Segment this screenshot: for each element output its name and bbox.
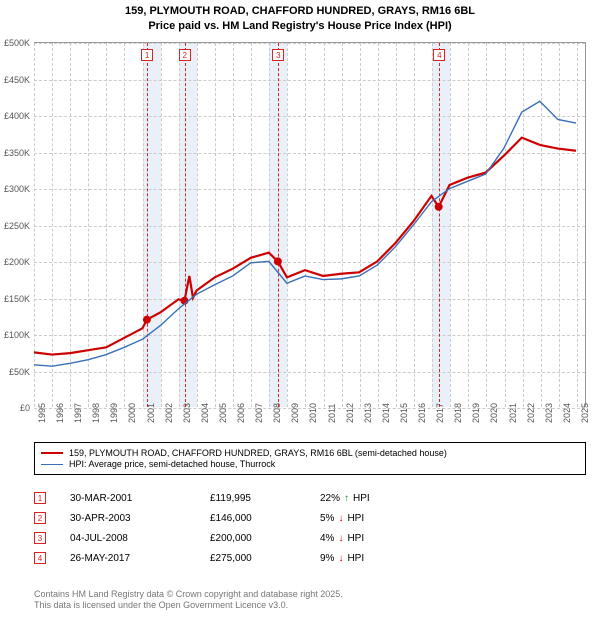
- events-table: 130-MAR-2001£119,99522%↑HPI230-APR-2003£…: [34, 488, 586, 568]
- legend-row-hpi: HPI: Average price, semi-detached house,…: [41, 459, 579, 469]
- arrow-up-icon: ↑: [344, 493, 349, 504]
- y-axis-label: £250K: [0, 221, 30, 231]
- table-row: 2 30-APR-2003£146,0005%↓HPI: [34, 508, 586, 528]
- footer-line2: This data is licensed under the Open Gov…: [34, 600, 343, 612]
- event-diff: 9%↓HPI: [320, 553, 450, 564]
- event-date: 30-MAR-2001: [70, 493, 210, 504]
- table-row: 1 30-MAR-2001£119,99522%↑HPI: [34, 488, 586, 508]
- y-axis-label: £300K: [0, 184, 30, 194]
- event-date: 30-APR-2003: [70, 513, 210, 524]
- title-address: 159, PLYMOUTH ROAD, CHAFFORD HUNDRED, GR…: [0, 4, 600, 19]
- legend-label-price: 159, PLYMOUTH ROAD, CHAFFORD HUNDRED, GR…: [69, 448, 447, 458]
- event-price: £146,000: [210, 513, 320, 524]
- y-axis-label: £450K: [0, 75, 30, 85]
- chart-title-block: 159, PLYMOUTH ROAD, CHAFFORD HUNDRED, GR…: [0, 0, 600, 34]
- y-axis-label: £0: [0, 403, 30, 413]
- table-row: 3 04-JUL-2008£200,0004%↓HPI: [34, 528, 586, 548]
- event-number-box: 3: [34, 532, 46, 544]
- legend-swatch-hpi: [41, 464, 63, 465]
- series-marker: [274, 257, 282, 265]
- legend-label-hpi: HPI: Average price, semi-detached house,…: [69, 459, 275, 469]
- arrow-down-icon: ↓: [338, 533, 343, 544]
- series-hpi: [34, 101, 576, 366]
- series-marker: [143, 316, 151, 324]
- event-price: £200,000: [210, 533, 320, 544]
- y-axis-label: £100K: [0, 330, 30, 340]
- event-date: 04-JUL-2008: [70, 533, 210, 544]
- legend-row-price: 159, PLYMOUTH ROAD, CHAFFORD HUNDRED, GR…: [41, 448, 579, 458]
- event-date: 26-MAY-2017: [70, 553, 210, 564]
- event-number-box: 4: [34, 552, 46, 564]
- chart-area: £0£50K£100K£150K£200K£250K£300K£350K£400…: [34, 42, 586, 407]
- event-diff: 22%↑HPI: [320, 493, 450, 504]
- y-axis-label: £150K: [0, 294, 30, 304]
- y-axis-label: £400K: [0, 111, 30, 121]
- legend-swatch-price: [41, 452, 63, 454]
- event-diff: 4%↓HPI: [320, 533, 450, 544]
- table-row: 4 26-MAY-2017£275,0009%↓HPI: [34, 548, 586, 568]
- arrow-down-icon: ↓: [338, 513, 343, 524]
- series-price_paid: [34, 138, 576, 355]
- footer-line1: Contains HM Land Registry data © Crown c…: [34, 589, 343, 601]
- event-number-box: 1: [34, 492, 46, 504]
- title-subtitle: Price paid vs. HM Land Registry's House …: [0, 19, 600, 34]
- footer-attribution: Contains HM Land Registry data © Crown c…: [34, 589, 343, 612]
- series-marker: [435, 203, 443, 211]
- event-price: £275,000: [210, 553, 320, 564]
- y-axis-label: £50K: [0, 367, 30, 377]
- y-axis-label: £200K: [0, 257, 30, 267]
- legend: 159, PLYMOUTH ROAD, CHAFFORD HUNDRED, GR…: [34, 442, 586, 475]
- event-diff: 5%↓HPI: [320, 513, 450, 524]
- y-axis-label: £350K: [0, 148, 30, 158]
- arrow-down-icon: ↓: [338, 553, 343, 564]
- event-price: £119,995: [210, 493, 320, 504]
- event-number-box: 2: [34, 512, 46, 524]
- y-axis-label: £500K: [0, 38, 30, 48]
